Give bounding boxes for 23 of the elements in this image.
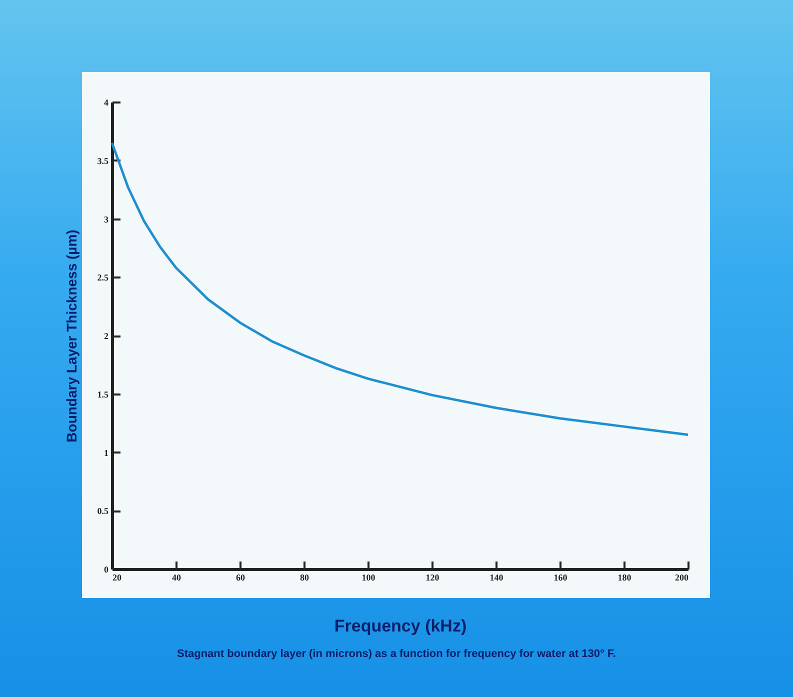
- y-tick-label: 3.5: [97, 156, 109, 166]
- y-tick-label: 1.5: [97, 389, 109, 400]
- y-axis-title: Boundary Layer Thickness (µm): [63, 230, 80, 442]
- text: Stagnant boundary layer (in microns) as a function for frequency for water at 130° F.: [176, 648, 617, 660]
- y-tick-label: 1: [104, 448, 109, 458]
- x-tick-label: 80: [300, 572, 310, 582]
- x-tick-label: 180: [618, 572, 632, 582]
- x-axis-title: Frequency (kHz): [334, 616, 467, 636]
- y-tick-label: 0.5: [97, 506, 109, 516]
- x-tick-label: 40: [172, 572, 182, 582]
- x-tick-label: 60: [236, 572, 246, 582]
- x-tick-label: 120: [426, 572, 440, 582]
- x-tick-label: 100: [362, 572, 376, 582]
- x-tick-label: 200: [675, 572, 689, 582]
- y-tick-label: 3: [104, 214, 109, 224]
- y-tick-label: 4: [104, 98, 109, 108]
- y-tick-label: 0: [104, 564, 109, 574]
- y-tick-label: 2.5: [97, 272, 109, 283]
- x-tick-label: 160: [554, 572, 568, 582]
- x-tick-label: 140: [490, 572, 504, 582]
- line-series: [110, 142, 690, 436]
- x-tick-label: 20: [112, 572, 122, 582]
- y-tick-label: 2: [104, 331, 109, 341]
